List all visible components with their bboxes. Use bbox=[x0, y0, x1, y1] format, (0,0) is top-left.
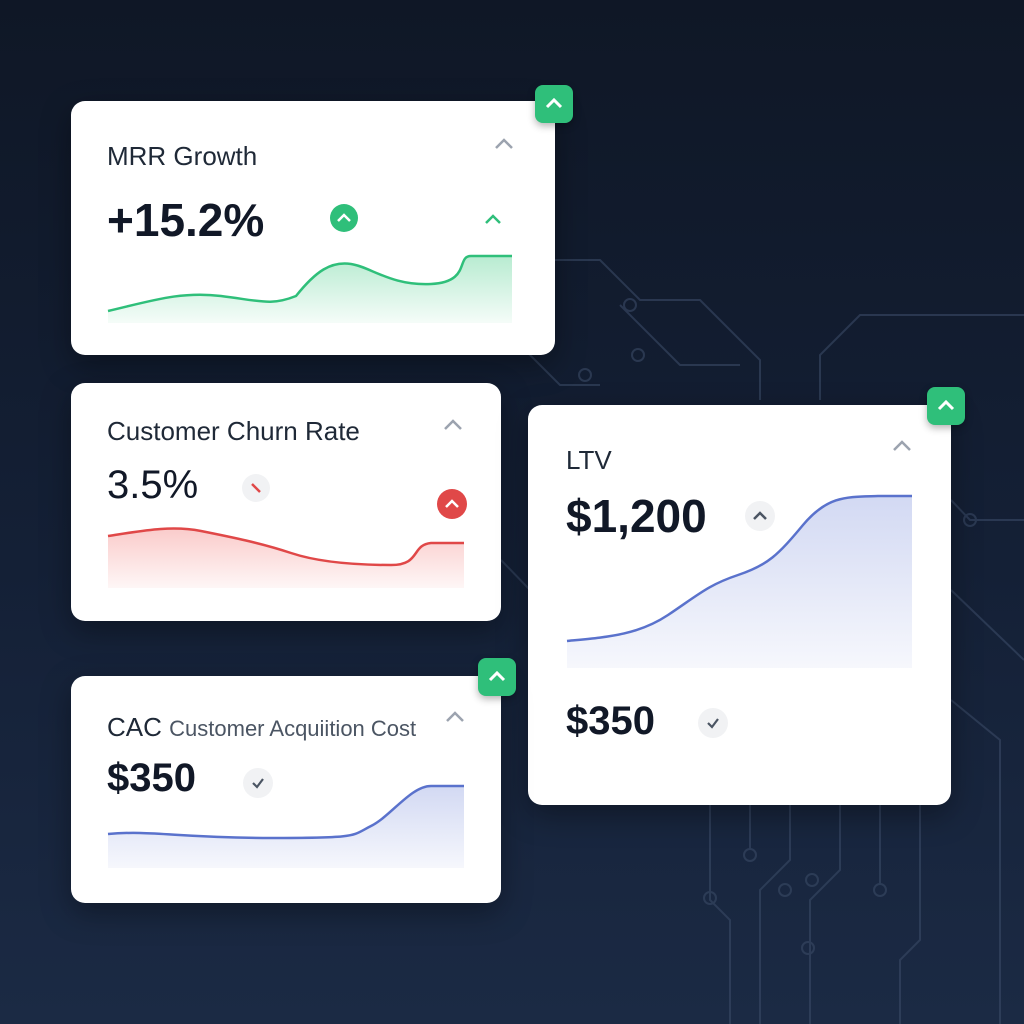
trend-down-icon bbox=[251, 483, 261, 493]
circuit-node bbox=[801, 941, 815, 955]
circuit-node bbox=[873, 883, 887, 897]
sparkline-line bbox=[107, 784, 464, 840]
circuit-trace bbox=[619, 304, 740, 366]
chevron-icon bbox=[485, 214, 501, 224]
circuit-trace bbox=[500, 559, 531, 591]
chevron-icon bbox=[445, 499, 459, 508]
circuit-node bbox=[631, 348, 645, 362]
circuit-trace bbox=[899, 805, 921, 1024]
circuit-trace bbox=[950, 589, 1024, 661]
sparkline bbox=[107, 138, 513, 323]
sparkline-line bbox=[566, 494, 912, 643]
sparkline-area bbox=[567, 496, 912, 668]
sparkline-area bbox=[108, 786, 464, 868]
card-value: $1,200 bbox=[566, 490, 707, 542]
alert-icon bbox=[437, 489, 467, 519]
status-badge bbox=[927, 387, 965, 425]
card-subtitle: Customer Acquiition Cost bbox=[169, 716, 417, 741]
check-mark bbox=[252, 778, 264, 789]
chevron-icon bbox=[488, 670, 506, 682]
circuit-trace bbox=[950, 699, 1001, 1024]
circuit-trace bbox=[555, 259, 761, 400]
check-icon bbox=[698, 708, 728, 738]
circuit-node bbox=[963, 513, 977, 527]
sparkline-line bbox=[107, 527, 464, 567]
card-title: LTV bbox=[566, 445, 612, 475]
trend-up-icon bbox=[330, 204, 358, 232]
sparkline bbox=[566, 440, 912, 738]
circuit-node bbox=[703, 891, 717, 905]
circuit-trace bbox=[819, 314, 1024, 400]
circuit-node bbox=[805, 873, 819, 887]
card-value: $350 bbox=[107, 756, 196, 800]
trend-icon bbox=[745, 501, 775, 531]
chevron-icon bbox=[495, 138, 513, 149]
sparkline-area bbox=[108, 256, 512, 323]
chevron-icon bbox=[446, 711, 464, 722]
circuit-trace bbox=[759, 805, 791, 1024]
card-value: +15.2% bbox=[107, 194, 265, 246]
circuit-trace bbox=[709, 805, 731, 1024]
circuit-trace bbox=[809, 805, 841, 1024]
sparkline bbox=[107, 419, 467, 588]
card-secondary-value: $350 bbox=[566, 699, 655, 743]
sparkline bbox=[107, 711, 464, 868]
sparkline-line bbox=[107, 254, 512, 313]
card-title-text: CAC bbox=[107, 712, 162, 742]
circuit-trace bbox=[950, 499, 1024, 521]
chevron-icon bbox=[937, 399, 955, 411]
status-badge bbox=[478, 658, 516, 696]
chevron-icon bbox=[545, 97, 563, 109]
status-badge bbox=[535, 85, 573, 123]
circuit-node bbox=[623, 298, 637, 312]
check-mark bbox=[707, 718, 719, 729]
chevron-icon bbox=[337, 213, 351, 222]
circuit-node bbox=[743, 848, 757, 862]
sparkline-area bbox=[108, 528, 464, 588]
circuit-node bbox=[578, 368, 592, 382]
chevron-icon bbox=[893, 440, 911, 451]
circuit-node bbox=[778, 883, 792, 897]
chevron-icon bbox=[444, 419, 462, 430]
chevron-icon bbox=[753, 511, 767, 520]
metric-card: MRR Growth +15.2% bbox=[71, 101, 555, 355]
metric-card: Customer Churn Rate 3.5% bbox=[71, 383, 501, 621]
card-title: MRR Growth bbox=[107, 141, 258, 171]
metric-card: LTV $1,200 $350 bbox=[528, 405, 951, 805]
card-title: Customer Churn Rate bbox=[107, 416, 360, 446]
check-icon bbox=[243, 768, 273, 798]
card-value: 3.5% bbox=[107, 463, 199, 507]
metric-card: CAC Customer Acquiition Cost $350 bbox=[71, 676, 501, 903]
card-title: CAC Customer Acquiition Cost bbox=[107, 712, 416, 743]
